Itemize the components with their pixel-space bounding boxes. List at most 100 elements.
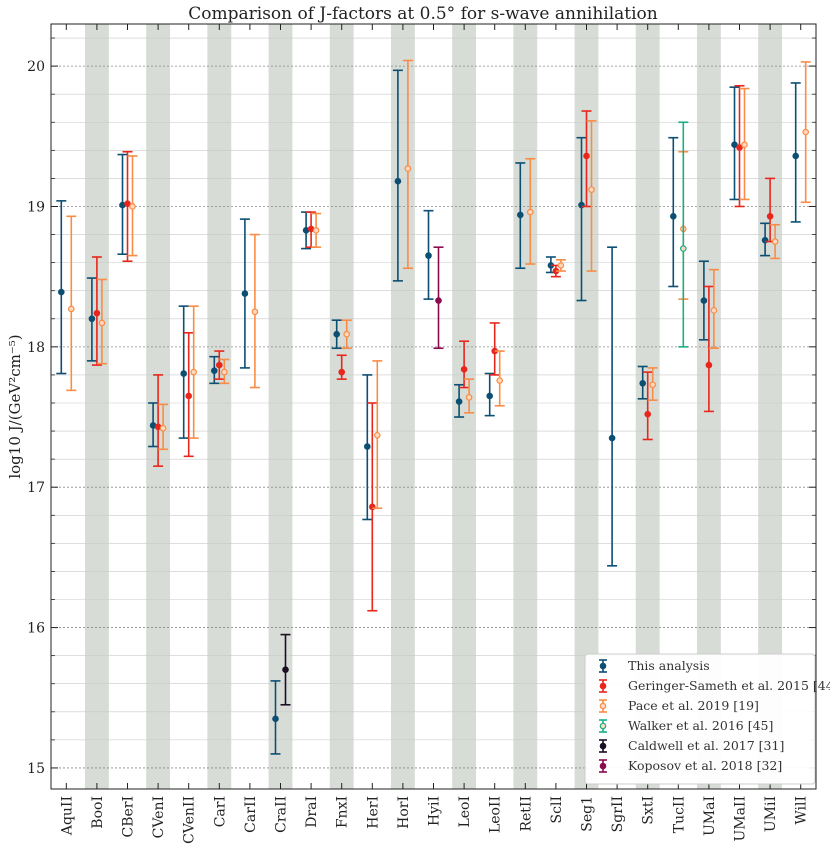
data-point-CarI (221, 368, 228, 376)
data-point-UMiI (771, 238, 779, 245)
x-tick-label-WilI: WilI (794, 796, 810, 825)
data-point-HerI (373, 431, 381, 439)
data-point-CarII (241, 290, 249, 297)
band-CarI (207, 24, 232, 789)
data-point-Seg1 (588, 186, 595, 193)
y-tick-label: 20 (27, 59, 45, 75)
data-point-CVenII (185, 392, 193, 400)
x-tick-label-AquII: AquII (59, 796, 75, 836)
x-tick-label-HorI: HorI (396, 796, 412, 829)
data-point-HorI (404, 165, 412, 172)
legend-marker-dot (599, 742, 607, 750)
data-point-UMiI (766, 213, 774, 220)
band-RetII (513, 24, 538, 789)
data-point-CarI (211, 367, 218, 375)
x-tick-label-CVenI: CVenI (151, 796, 167, 838)
data-point-AquII (68, 305, 75, 313)
x-tick-label-UMiI: UMiI (763, 796, 779, 832)
legend-entry: Pace et al. 2019 [19] (628, 698, 759, 713)
data-point-FnxI (343, 330, 351, 338)
legend-marker-dot (599, 682, 607, 690)
data-point-RetII (526, 208, 534, 216)
data-point-TucII (669, 213, 677, 220)
data-point-DraI (312, 227, 320, 234)
data-point-CBerI (129, 203, 136, 210)
y-tick-label: 19 (27, 199, 45, 215)
data-point-HyiI (425, 252, 432, 259)
data-point-UMaI (710, 307, 718, 314)
data-point-CarI (216, 361, 223, 369)
x-tick-label-DraI: DraI (304, 796, 320, 828)
y-axis-label: log10 J/(GeV²cm⁻⁵) (6, 334, 24, 478)
band-CraII (268, 24, 293, 789)
data-point-CraII (272, 715, 279, 723)
y-tick-label: 17 (27, 480, 45, 496)
x-tick-label-LeoII: LeoII (488, 796, 504, 833)
legend-entry: Koposov et al. 2018 [32] (628, 758, 782, 773)
series-koposov (433, 246, 444, 350)
x-tick-label-HerI: HerI (365, 796, 381, 829)
axes: 15 16 17 18 19 20 AquII BooI CBerI CVenI CVenII Car… (27, 23, 817, 844)
data-point-UMaII (731, 141, 738, 149)
data-point-WilI (802, 128, 810, 136)
data-point-AquII (57, 288, 65, 296)
data-point-SxtI (644, 410, 652, 418)
data-point-CVenI (159, 424, 167, 432)
band-Seg1 (574, 24, 599, 789)
data-series (56, 59, 811, 755)
x-tick-label-CarI: CarI (212, 796, 228, 827)
series-caldwell (280, 633, 291, 706)
y-axis-title: log10 J/(GeV²cm⁻⁵) (6, 334, 24, 478)
legend-marker-dot (599, 662, 607, 670)
legend-entry: Caldwell et al. 2017 [31] (628, 738, 784, 753)
data-point-HerI (363, 443, 371, 450)
band-LeoI (452, 24, 477, 789)
x-tick-label-RetII: RetII (518, 796, 534, 832)
data-point-CVenII (180, 370, 188, 377)
legend-marker-dot (599, 722, 607, 730)
x-tick-label-BooI: BooI (90, 796, 106, 829)
x-tick-label-HyiI: HyiI (427, 796, 443, 826)
data-point-WilI (792, 152, 800, 160)
data-point-HyiI (435, 297, 442, 304)
x-tick-label-CraII: CraII (274, 796, 290, 833)
data-point-FnxI (333, 330, 341, 338)
data-point-LeoI (455, 398, 463, 405)
y-tick-label: 15 (27, 761, 45, 777)
x-tick-label-SgrII: SgrII (610, 796, 626, 832)
legend-marker-dot (599, 702, 607, 710)
data-point-SxtI (649, 381, 657, 389)
legend-entry: Walker et al. 2016 [45] (628, 718, 773, 733)
x-tick-label-FnxI: FnxI (335, 796, 351, 828)
x-tick-label-SxtI: SxtI (641, 796, 657, 825)
data-point-UMaI (700, 297, 708, 304)
y-tick-label: 18 (27, 340, 45, 356)
x-tick-label-CVenII: CVenII (182, 796, 198, 844)
category-bands (84, 24, 783, 789)
band-BooI (84, 24, 109, 789)
data-point-RetII (516, 211, 524, 219)
data-point-TucII (679, 245, 687, 252)
data-point-CVenII (190, 368, 198, 376)
data-point-SgrII (608, 434, 616, 442)
band-UMiI (758, 24, 783, 789)
data-point-BooI (93, 309, 101, 317)
data-point-CraII (282, 666, 289, 673)
legend-box (584, 653, 816, 785)
data-point-UMaII (741, 141, 748, 149)
data-point-CarII (251, 308, 259, 316)
x-tick-label-UMaII: UMaII (733, 796, 749, 842)
data-point-SclI (557, 262, 565, 269)
data-point-HorI (394, 177, 402, 185)
x-tick-label-Seg1: Seg1 (580, 796, 596, 832)
data-point-BooI (88, 315, 96, 323)
y-tick-label: 16 (27, 621, 45, 637)
band-FnxI (329, 24, 354, 789)
data-point-LeoI (460, 366, 468, 373)
data-point-CBerI (124, 200, 131, 207)
legend-entry: This analysis (628, 658, 710, 673)
data-point-BooI (98, 319, 106, 327)
x-tick-label-LeoI: LeoI (457, 796, 473, 828)
x-tick-label-UMaI: UMaI (702, 796, 718, 836)
